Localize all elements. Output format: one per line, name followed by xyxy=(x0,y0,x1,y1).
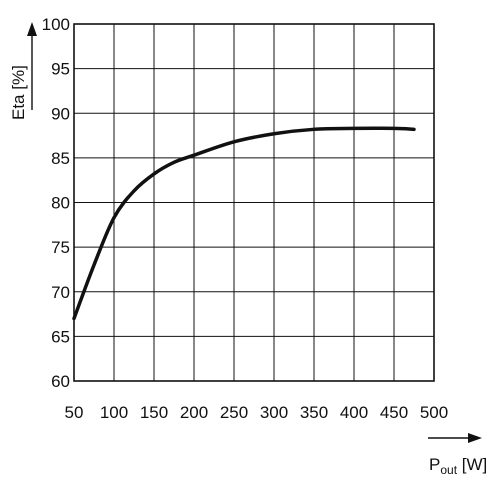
x-axis-label: Pout [W] xyxy=(429,455,487,477)
x-tick-label: 450 xyxy=(380,403,408,422)
x-axis-arrow-head xyxy=(468,433,482,443)
y-tick-label: 100 xyxy=(42,15,70,34)
x-tick-label: 300 xyxy=(260,403,288,422)
y-tick-label: 90 xyxy=(51,104,70,123)
x-axis-label-sub: out xyxy=(440,463,457,477)
y-tick-label: 85 xyxy=(51,149,70,168)
y-tick-label: 95 xyxy=(51,60,70,79)
x-tick-label: 100 xyxy=(100,403,128,422)
x-tick-label: 250 xyxy=(220,403,248,422)
grid xyxy=(74,24,434,381)
x-tick-label: 150 xyxy=(140,403,168,422)
x-tick-label: 350 xyxy=(300,403,328,422)
y-axis-arrow-head xyxy=(27,22,37,36)
y-tick-label: 65 xyxy=(51,327,70,346)
tick-labels: 50 100 150 200 250 300 350 400 450 500 60 65 70 75 80 8… xyxy=(42,15,449,422)
x-tick-label: 50 xyxy=(65,403,84,422)
y-tick-label: 80 xyxy=(51,194,70,213)
efficiency-curve xyxy=(72,126,416,321)
y-tick-label: 60 xyxy=(51,372,70,391)
x-tick-label: 400 xyxy=(340,403,368,422)
x-axis-label-unit: [W] xyxy=(457,455,487,474)
x-axis-label-main: P xyxy=(429,455,440,474)
x-tick-label: 200 xyxy=(180,403,208,422)
y-axis-label: Eta [%] xyxy=(9,65,28,120)
y-tick-label: 70 xyxy=(51,283,70,302)
y-tick-label: 75 xyxy=(51,238,70,257)
plot-frame xyxy=(73,23,435,382)
x-tick-label: 500 xyxy=(420,403,448,422)
